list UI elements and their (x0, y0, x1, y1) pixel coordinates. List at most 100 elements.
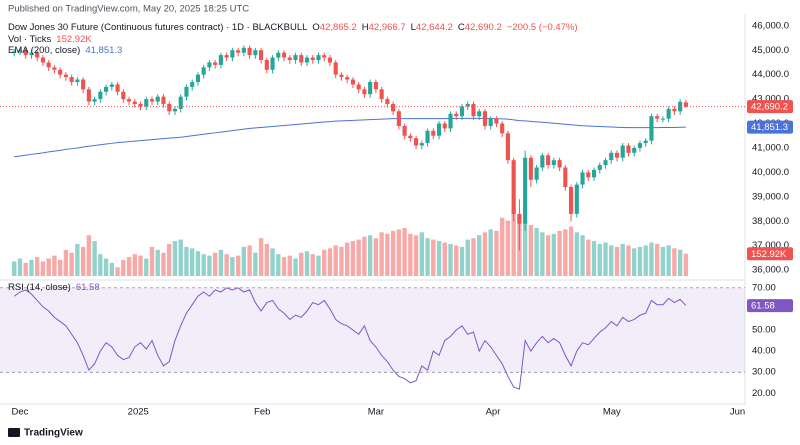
candle-body (431, 130, 436, 136)
volume-bar (12, 261, 17, 276)
candle-body (75, 79, 80, 83)
volume-bar (109, 262, 115, 276)
volume-bar (316, 255, 321, 276)
volume-bar (212, 252, 218, 276)
volume-bar (637, 246, 643, 276)
volume-bar (672, 248, 677, 276)
candle-body (213, 62, 218, 65)
volume-bar (247, 245, 252, 276)
volume-bar (482, 232, 488, 276)
volume-bar (557, 230, 562, 276)
volume-bar (425, 238, 430, 276)
candle-body (379, 89, 384, 100)
volume-bar (654, 243, 660, 276)
rsi-name: RSI (14, close) (8, 282, 71, 293)
candle-body (58, 69, 63, 75)
volume-bar (396, 229, 402, 276)
candle-body (230, 50, 235, 58)
candle-body (195, 74, 200, 83)
candle-body (649, 116, 654, 141)
volume-bar (339, 246, 344, 276)
x-tick-label: Feb (254, 407, 270, 418)
candle-body (373, 82, 378, 90)
candle-body (442, 123, 447, 129)
volume-bar (522, 220, 528, 276)
candle-body (408, 135, 413, 139)
candle-body (333, 62, 338, 75)
candle-body (459, 106, 465, 117)
volume-bar (408, 233, 413, 276)
candle-body (471, 103, 476, 117)
volume-bar (345, 242, 350, 276)
candle-body (511, 160, 516, 214)
x-tick-label: Apr (486, 407, 501, 418)
candle-body (396, 111, 401, 126)
chart-title: Dow Jones 30 Future (Continuous futures … (8, 22, 307, 33)
volume-bar (155, 249, 160, 276)
volume-bar (402, 227, 407, 276)
volume-bar (115, 267, 120, 276)
volume-name: Vol · Ticks (8, 34, 52, 45)
rsi-badge-label: 61.58 (751, 301, 775, 312)
y-tick-label: 46,000.0 (752, 20, 789, 31)
candle-body (391, 103, 396, 112)
logo: TradingView (8, 428, 83, 439)
legend-title-line: Dow Jones 30 Future (Continuous futures … (8, 22, 578, 33)
candle-body (293, 55, 298, 61)
volume-bar (258, 238, 264, 276)
published-note: Published on TradingView.com, May 20, 20… (8, 4, 249, 15)
rsi-badge (747, 299, 793, 313)
candle-body (505, 133, 510, 161)
volume-bar (643, 245, 648, 276)
candle-body (241, 47, 246, 53)
ohlc-letter: C (458, 22, 465, 33)
volume-value: 152.92K (56, 34, 92, 45)
candle-body (643, 140, 648, 144)
volume-bar (465, 239, 470, 276)
candle-body (46, 62, 51, 68)
candle-body (568, 187, 574, 214)
rsi-legend: RSI (14, close) 61.58 (8, 282, 100, 293)
rsi-tick-label: 70.00 (752, 282, 776, 293)
volume-bar (270, 248, 275, 276)
candle-body (310, 57, 315, 61)
x-tick-label: Dec (12, 407, 29, 418)
volume-bar (161, 252, 166, 276)
volume-bar (264, 243, 269, 276)
candle-body (345, 77, 350, 80)
candle-body (586, 172, 591, 178)
candle-body (104, 86, 109, 92)
candle-body (477, 111, 482, 117)
change-value: −200.5 (−0.47%) (507, 22, 578, 33)
ema-legend: EMA (200, close) 41,851.3 (8, 45, 122, 56)
y-tick-label: 41,000.0 (752, 142, 789, 153)
y-tick-label: 36,000.0 (752, 265, 789, 276)
volume-bar (184, 246, 189, 276)
volume-bar (103, 258, 109, 276)
candle-body (253, 50, 258, 56)
candle-body (385, 99, 390, 104)
rsi-tick-label: 30.00 (752, 367, 776, 378)
candle-body (494, 118, 499, 124)
candle-body (454, 113, 459, 117)
candle-body (666, 108, 671, 119)
ema-name: EMA (200, close) (8, 45, 80, 56)
volume-bar (230, 257, 235, 276)
volume-bar (442, 242, 447, 276)
candle-body (362, 89, 367, 95)
candle-body (350, 79, 355, 85)
volume-bar (63, 249, 69, 276)
candle-body (178, 96, 183, 109)
candle-body (115, 84, 120, 92)
candle-body (190, 82, 195, 87)
volume-bar (471, 238, 476, 276)
volume-bar (677, 249, 683, 276)
volume-bar (379, 232, 384, 276)
volume-bar (80, 246, 86, 276)
volume-bar (390, 230, 396, 276)
rsi-band (0, 287, 745, 373)
volume-bar (632, 248, 637, 276)
volume-bar (299, 252, 304, 276)
volume-bar (149, 246, 155, 276)
